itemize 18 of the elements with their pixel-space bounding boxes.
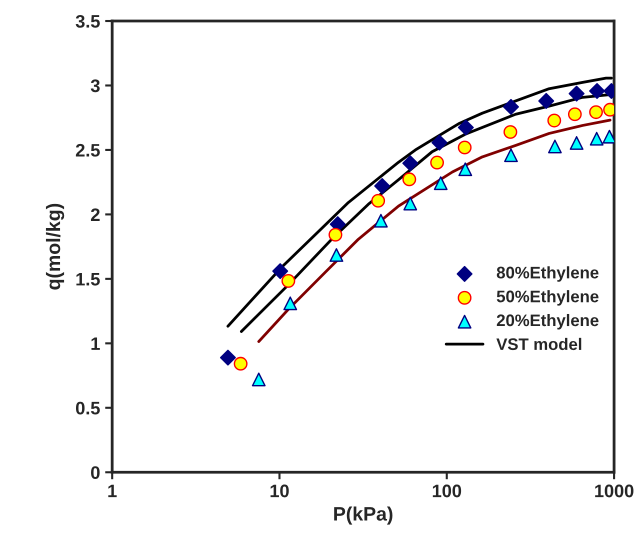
- x-tick-label: 100: [432, 484, 462, 498]
- y-tick-label: 2.5: [76, 144, 100, 157]
- y-tick-label: 3: [90, 79, 100, 92]
- legend-label: 50%Ethylene: [496, 290, 599, 306]
- legend-label: 20%Ethylene: [496, 314, 599, 330]
- y-tick-label: 2: [90, 208, 100, 221]
- y-tick-label: 1.5: [76, 272, 100, 286]
- y-tick-label: 1: [91, 337, 100, 350]
- x-tick-label: 1000: [595, 484, 634, 498]
- y-tick-label: 0.5: [76, 402, 100, 415]
- x-tick-label: 10: [270, 484, 289, 498]
- y-tick-label: 3.5: [76, 14, 100, 28]
- y-axis-title: q(mol/kg): [46, 204, 64, 290]
- x-axis-title: P(kPa): [334, 506, 392, 525]
- y-tick-label: 0: [91, 466, 100, 479]
- legend-label: 80%Ethylene: [496, 266, 599, 282]
- x-tick-label: 1: [108, 484, 117, 498]
- legend-label: VST model: [496, 338, 582, 350]
